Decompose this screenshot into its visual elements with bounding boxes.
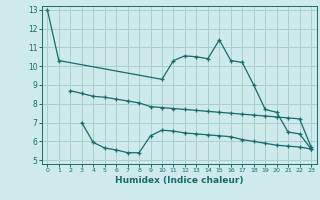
X-axis label: Humidex (Indice chaleur): Humidex (Indice chaleur): [115, 176, 244, 185]
